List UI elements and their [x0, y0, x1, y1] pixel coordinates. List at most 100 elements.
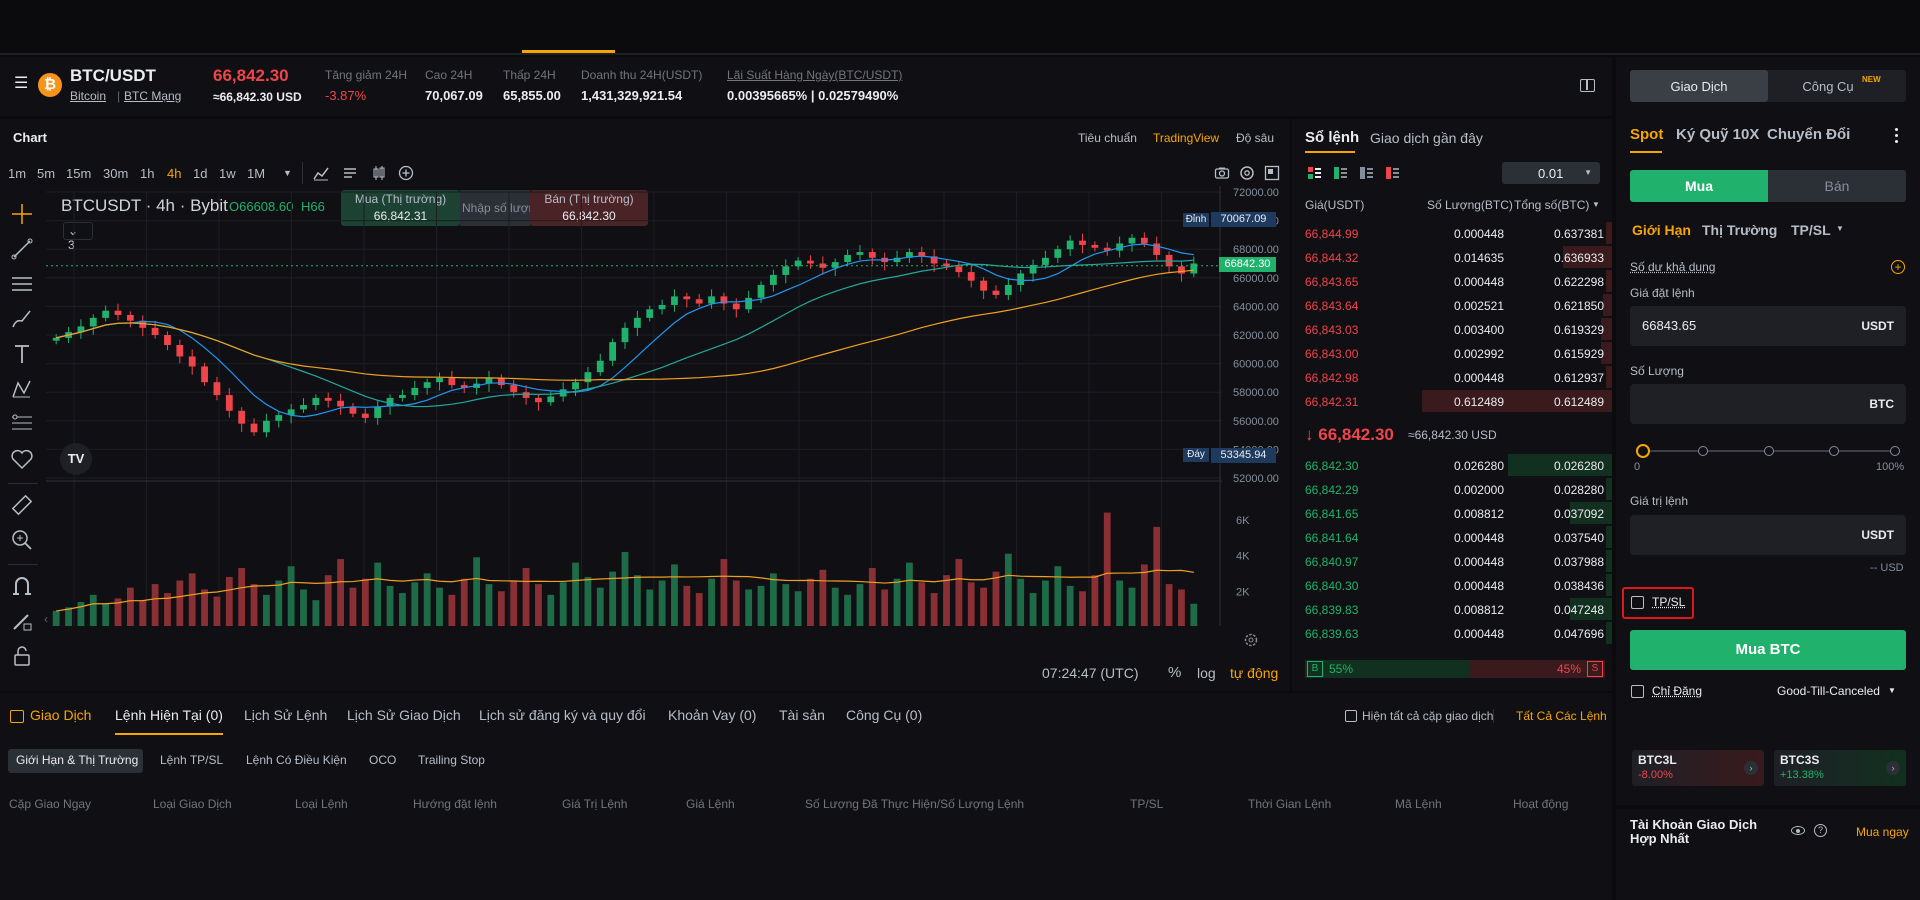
order-value-input[interactable]: USDT	[1630, 515, 1906, 555]
ask-row[interactable]: 66,844.99 0.000448 0.637381	[1292, 222, 1612, 246]
tab-loans[interactable]: Khoản Vay (0)	[668, 707, 757, 723]
quantity-input[interactable]: BTC	[1630, 384, 1906, 424]
bid-row[interactable]: 66,839.63 0.000448 0.047696	[1292, 622, 1612, 646]
subtab-oco[interactable]: OCO	[369, 753, 397, 767]
magnet-icon[interactable]	[10, 574, 34, 598]
coin-name-link[interactable]: Bitcoin	[70, 89, 107, 103]
settings-icon[interactable]	[1239, 165, 1255, 181]
tab-tradingview[interactable]: TradingView	[1153, 131, 1220, 145]
trendline-icon[interactable]	[10, 237, 34, 261]
text-tool-icon[interactable]	[10, 342, 34, 366]
cancel-all-button[interactable]: Tất Cả Các Lệnh	[1516, 709, 1607, 723]
tab-spot[interactable]: Spot	[1630, 126, 1664, 143]
slider-thumb[interactable]	[1636, 444, 1650, 458]
subtab-conditional[interactable]: Lệnh Có Điều Kiện	[246, 753, 347, 767]
buy-now-link[interactable]: Mua ngay	[1856, 825, 1909, 839]
ruler-icon[interactable]	[10, 493, 34, 517]
lock-icon[interactable]	[10, 644, 34, 668]
ask-row[interactable]: 66,842.31 0.612489 0.612489	[1292, 390, 1612, 414]
deposit-plus-icon[interactable]: +	[1891, 260, 1905, 274]
ask-row[interactable]: 66,843.03 0.003400 0.619329	[1292, 318, 1612, 342]
brush-icon[interactable]	[10, 307, 34, 331]
show-all-pairs-checkbox[interactable]	[1345, 710, 1357, 722]
crosshair-icon[interactable]	[10, 202, 34, 226]
subtab-tpsl[interactable]: Lệnh TP/SL	[160, 753, 224, 767]
help-icon[interactable]: ?	[1814, 824, 1827, 837]
more-options-icon[interactable]	[1895, 128, 1899, 144]
order-type-limit[interactable]: Giới Hạn	[1632, 222, 1691, 238]
chart-type-icon[interactable]	[371, 165, 387, 181]
tab-order-tools[interactable]: Công Cụ	[1802, 79, 1854, 94]
tradingview-logo[interactable]: TV	[60, 443, 92, 475]
quick-qty-input[interactable]: Nhập số lượn	[460, 190, 530, 226]
quick-sell-button[interactable]: Bán (Thị trường) 66,842.30	[530, 190, 648, 226]
btc3l-card[interactable]: BTC3L -8.00% ›	[1632, 750, 1764, 786]
bid-row[interactable]: 66,839.83 0.008812 0.047248	[1292, 598, 1612, 622]
percent-scale-button[interactable]: %	[1168, 664, 1182, 681]
order-price-input[interactable]: 66843.65 USDT	[1630, 306, 1906, 346]
slider-stop-75[interactable]	[1829, 446, 1839, 456]
timeframe-dropdown-icon[interactable]: ▼	[283, 168, 292, 178]
tab-orderbook[interactable]: Sổ lệnh	[1305, 129, 1360, 146]
tab-tools[interactable]: Công Cụ (0)	[846, 707, 923, 723]
tab-depth[interactable]: Độ sâu	[1236, 131, 1275, 145]
ask-row[interactable]: 66,843.00 0.002992 0.615929	[1292, 342, 1612, 366]
log-scale-button[interactable]: log	[1197, 665, 1216, 681]
sell-side-tab[interactable]: Bán	[1768, 170, 1906, 202]
bid-row[interactable]: 66,842.30 0.026280 0.026280	[1292, 454, 1612, 478]
menu-icon[interactable]: ☰	[14, 75, 29, 92]
collapse-toolbar-arrow[interactable]: ‹	[44, 612, 48, 626]
camera-icon[interactable]	[1214, 165, 1230, 181]
tab-margin[interactable]: Ký Quỹ 10X	[1676, 126, 1760, 143]
tif-chevron-icon[interactable]: ▼	[1888, 686, 1896, 695]
timeframe-1d[interactable]: 1d	[193, 166, 208, 181]
tab-trade-history[interactable]: Lịch Sử Giao Dịch	[347, 707, 461, 723]
bid-row[interactable]: 66,841.64 0.000448 0.037540	[1292, 526, 1612, 550]
layout-toggle-icon[interactable]	[1580, 79, 1595, 92]
pair-title[interactable]: BTC/USDT	[70, 66, 156, 85]
orderbook-asks-view-icon[interactable]	[1386, 167, 1399, 179]
zoom-in-icon[interactable]	[10, 528, 34, 552]
orderbook-both-view-icon[interactable]	[1308, 167, 1321, 179]
timeframe-1m[interactable]: 1m	[8, 166, 27, 181]
ask-row[interactable]: 66,844.32 0.014635 0.636933	[1292, 246, 1612, 270]
indicator-toggle[interactable]: ⌄ 3	[63, 222, 93, 252]
subtab-limit-market[interactable]: Giới Hạn & Thị Trường	[16, 753, 139, 767]
slider-stop-25[interactable]	[1698, 446, 1708, 456]
eye-icon[interactable]	[1791, 826, 1805, 835]
quick-buy-button[interactable]: Mua (Thị trường) 66,842.31	[341, 190, 460, 226]
btc3s-card[interactable]: BTC3S +13.38% ›	[1774, 750, 1906, 786]
slider-stop-50[interactable]	[1764, 446, 1774, 456]
tab-trade[interactable]: Giao Dịch	[30, 707, 92, 723]
bid-row[interactable]: 66,842.29 0.002000 0.028280	[1292, 478, 1612, 502]
post-only-checkbox[interactable]	[1631, 685, 1644, 698]
tpsl-type-chevron-icon[interactable]: ▼	[1836, 224, 1844, 233]
fib-retracement-icon[interactable]	[10, 412, 34, 436]
tab-order-trade[interactable]: Giao Dịch	[1670, 79, 1728, 94]
tpsl-checkbox[interactable]	[1631, 596, 1644, 609]
order-type-market[interactable]: Thị Trường	[1702, 222, 1778, 238]
tab-assets[interactable]: Tài sản	[779, 707, 825, 723]
network-link[interactable]: BTC Mạng	[124, 89, 182, 103]
order-type-tpsl[interactable]: TP/SL	[1791, 222, 1831, 238]
buy-side-tab[interactable]: Mua	[1630, 170, 1768, 202]
timeframe-1h[interactable]: 1h	[140, 166, 155, 181]
tab-standard[interactable]: Tiêu chuẩn	[1078, 131, 1137, 145]
horizontal-lines-icon[interactable]	[10, 272, 34, 296]
price-chart[interactable]: 72000.0070000.0068000.0066000.0064000.00…	[46, 186, 1290, 626]
orderbook-bids-view-icon[interactable]	[1334, 167, 1347, 179]
templates-icon[interactable]	[342, 165, 358, 181]
tab-open-orders[interactable]: Lệnh Hiện Tại (0)	[115, 707, 223, 723]
bid-row[interactable]: 66,840.97 0.000448 0.037988	[1292, 550, 1612, 574]
timeframe-4h[interactable]: 4h	[167, 166, 182, 181]
interest-rate-label[interactable]: Lãi Suất Hàng Ngày(BTC/USDT)	[727, 68, 903, 82]
pattern-icon[interactable]	[10, 377, 34, 401]
pencil-lock-icon[interactable]	[10, 609, 34, 633]
ask-row[interactable]: 66,842.98 0.000448 0.612937	[1292, 366, 1612, 390]
orderbook-list-view-icon[interactable]	[1360, 167, 1373, 179]
timeframe-1w[interactable]: 1w	[219, 166, 236, 181]
indicators-icon[interactable]	[313, 165, 329, 181]
timeframe-15m[interactable]: 15m	[66, 166, 92, 181]
chart-settings-gear-icon[interactable]	[1243, 632, 1259, 648]
bid-row[interactable]: 66,840.30 0.000448 0.038436	[1292, 574, 1612, 598]
